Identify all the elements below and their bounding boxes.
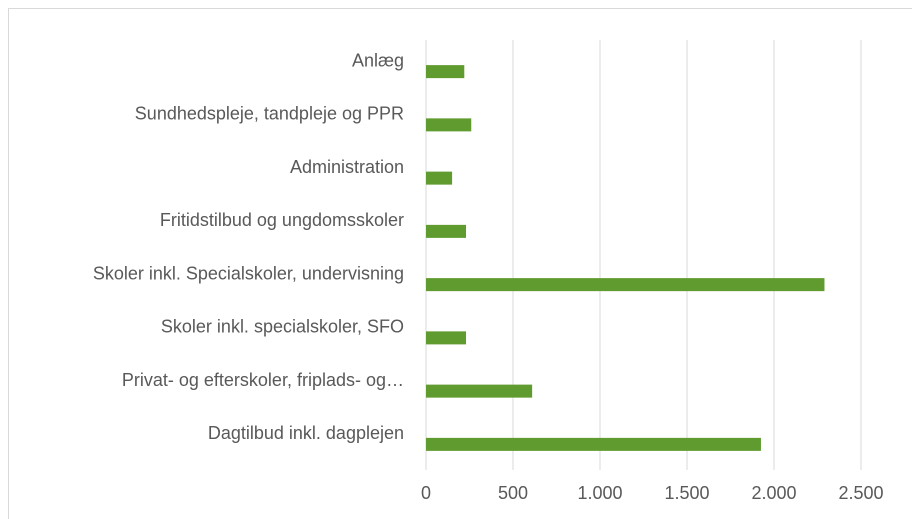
bar (426, 65, 465, 79)
x-tick-label: 2.500 (838, 483, 883, 503)
y-tick-label: Dagtilbud inkl. dagplejen (208, 423, 404, 443)
x-tick-label: 2.000 (751, 483, 796, 503)
chart-frame (8, 8, 912, 519)
bar (426, 171, 453, 185)
bar (426, 437, 761, 451)
y-tick-label: Privat- og efterskoler, friplads- og… (122, 370, 404, 390)
bar (426, 118, 472, 132)
y-tick-label: Skoler inkl. Specialskoler, undervisning (93, 263, 404, 283)
bar (426, 331, 467, 345)
y-tick-label: Skoler inkl. specialskoler, SFO (161, 317, 404, 337)
y-tick-label: Sundhedspleje, tandpleje og PPR (135, 104, 404, 124)
x-tick-label: 1.000 (577, 483, 622, 503)
y-tick-label: Administration (290, 157, 404, 177)
bar (426, 224, 467, 238)
x-tick-label: 500 (498, 483, 528, 503)
y-tick-label: Fritidstilbud og ungdomsskoler (160, 210, 404, 230)
x-tick-label: 1.500 (664, 483, 709, 503)
bar (426, 384, 533, 398)
y-tick-label: Anlæg (352, 50, 404, 70)
x-tick-label: 0 (421, 483, 431, 503)
bar (426, 278, 825, 292)
